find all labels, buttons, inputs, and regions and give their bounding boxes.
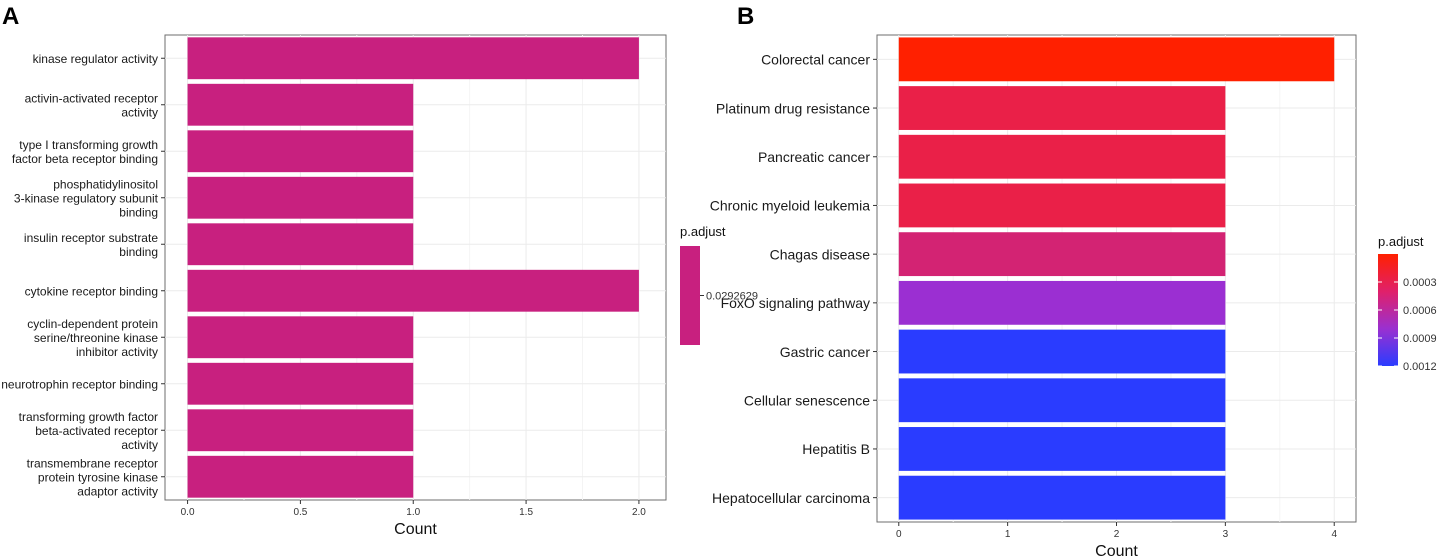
chart-b-category-label: Chagas disease bbox=[770, 246, 871, 262]
chart-b-bar bbox=[898, 232, 1226, 277]
chart-a-bar bbox=[187, 362, 414, 405]
chart-a-bar bbox=[187, 223, 414, 266]
chart-a-xaxis-title: Count bbox=[394, 521, 437, 538]
chart-a-xtick-label: 2.0 bbox=[632, 507, 646, 518]
chart-a: kinase regulator activity activin-activat… bbox=[1, 34, 758, 538]
chart-b-bar bbox=[898, 427, 1226, 471]
chart-b-bar bbox=[898, 329, 1226, 374]
chart-b-category-label: Cellular senescence bbox=[744, 393, 870, 409]
chart-a-bar bbox=[187, 130, 414, 173]
chart-b-xaxis-title: Count bbox=[1095, 543, 1138, 558]
chart-b-legend-tick-label: 0.0012 bbox=[1403, 361, 1437, 373]
chart-a-legend-title: p.adjust bbox=[680, 224, 726, 239]
chart-b-bar bbox=[898, 134, 1226, 179]
chart-b-bar bbox=[898, 280, 1226, 325]
chart-b-category-label: Hepatitis B bbox=[802, 441, 870, 457]
chart-a-category-label: phosphatidylinositol 3-kinase regulatory … bbox=[14, 177, 159, 219]
chart-b-legend-tick-label: 0.0006 bbox=[1403, 305, 1437, 317]
chart-b-xtick-label: 4 bbox=[1331, 529, 1337, 540]
chart-b-category-label: FoxO signaling pathway bbox=[721, 295, 870, 311]
chart-a-category-label: cytokine receptor binding bbox=[25, 284, 158, 298]
chart-b-legend-tick-label: 0.0009 bbox=[1403, 333, 1437, 345]
chart-a-bar bbox=[187, 409, 414, 452]
chart-a-category-label: neurotrophin receptor binding bbox=[1, 377, 158, 391]
chart-b-bar bbox=[898, 37, 1335, 82]
chart-a-legend-tick-label: 0.0292629 bbox=[706, 291, 758, 303]
chart-a-category-label: cyclin-dependent protein serine/threonine… bbox=[27, 317, 158, 359]
panel-letter-b: B bbox=[737, 3, 754, 30]
chart-a-category-label: insulin receptor substrate binding bbox=[24, 231, 158, 259]
chart-b-xtick-label: 2 bbox=[1114, 529, 1120, 540]
chart-b-category-label: Colorectal cancer bbox=[761, 52, 870, 68]
chart-b-category-label: Gastric cancer bbox=[780, 344, 871, 360]
chart-a-bar bbox=[187, 37, 639, 80]
chart-b-bar bbox=[898, 475, 1226, 520]
panel-letter-a: A bbox=[2, 3, 19, 30]
chart-a-category-label: type I transforming growth factor beta re… bbox=[12, 138, 158, 166]
chart-a-bar bbox=[187, 269, 639, 312]
chart-b-category-label: Chronic myeloid leukemia bbox=[710, 198, 871, 214]
chart-a-category-label: activin-activated receptor activity bbox=[25, 91, 158, 119]
chart-b-bar bbox=[898, 183, 1226, 228]
chart-b-legend-colorbar bbox=[1378, 254, 1398, 366]
chart-a-category-label: transmembrane receptor protein tyrosine k… bbox=[27, 456, 159, 498]
chart-b: Colorectal cancer Platinum drug resistanc… bbox=[710, 34, 1437, 558]
chart-b-xtick-label: 0 bbox=[896, 529, 902, 540]
chart-a-legend-colorbar bbox=[680, 246, 700, 345]
chart-a-category-label: kinase regulator activity bbox=[33, 52, 158, 66]
chart-b-bar bbox=[898, 378, 1226, 423]
chart-b-bar bbox=[898, 86, 1226, 130]
chart-b-legend-title: p.adjust bbox=[1378, 234, 1424, 249]
chart-b-xtick-label: 1 bbox=[1005, 529, 1011, 540]
chart-a-bar bbox=[187, 455, 414, 498]
chart-a-xtick-label: 0.5 bbox=[293, 507, 307, 518]
chart-b-category-label: Pancreatic cancer bbox=[758, 149, 870, 165]
chart-a-bar bbox=[187, 176, 414, 219]
chart-a-bar bbox=[187, 83, 414, 126]
chart-b-category-label: Platinum drug resistance bbox=[716, 100, 870, 116]
chart-a-xtick-label: 1.0 bbox=[406, 507, 420, 518]
chart-a-xtick-label: 0.0 bbox=[181, 507, 195, 518]
chart-b-category-label: Hepatocellular carcinoma bbox=[712, 490, 870, 506]
chart-a-xtick-label: 1.5 bbox=[519, 507, 533, 518]
chart-b-legend-tick-label: 0.0003 bbox=[1403, 277, 1437, 289]
chart-a-bar bbox=[187, 316, 414, 359]
chart-b-xtick-label: 3 bbox=[1223, 529, 1229, 540]
chart-a-category-label: transforming growth factor beta-activated… bbox=[19, 410, 158, 452]
